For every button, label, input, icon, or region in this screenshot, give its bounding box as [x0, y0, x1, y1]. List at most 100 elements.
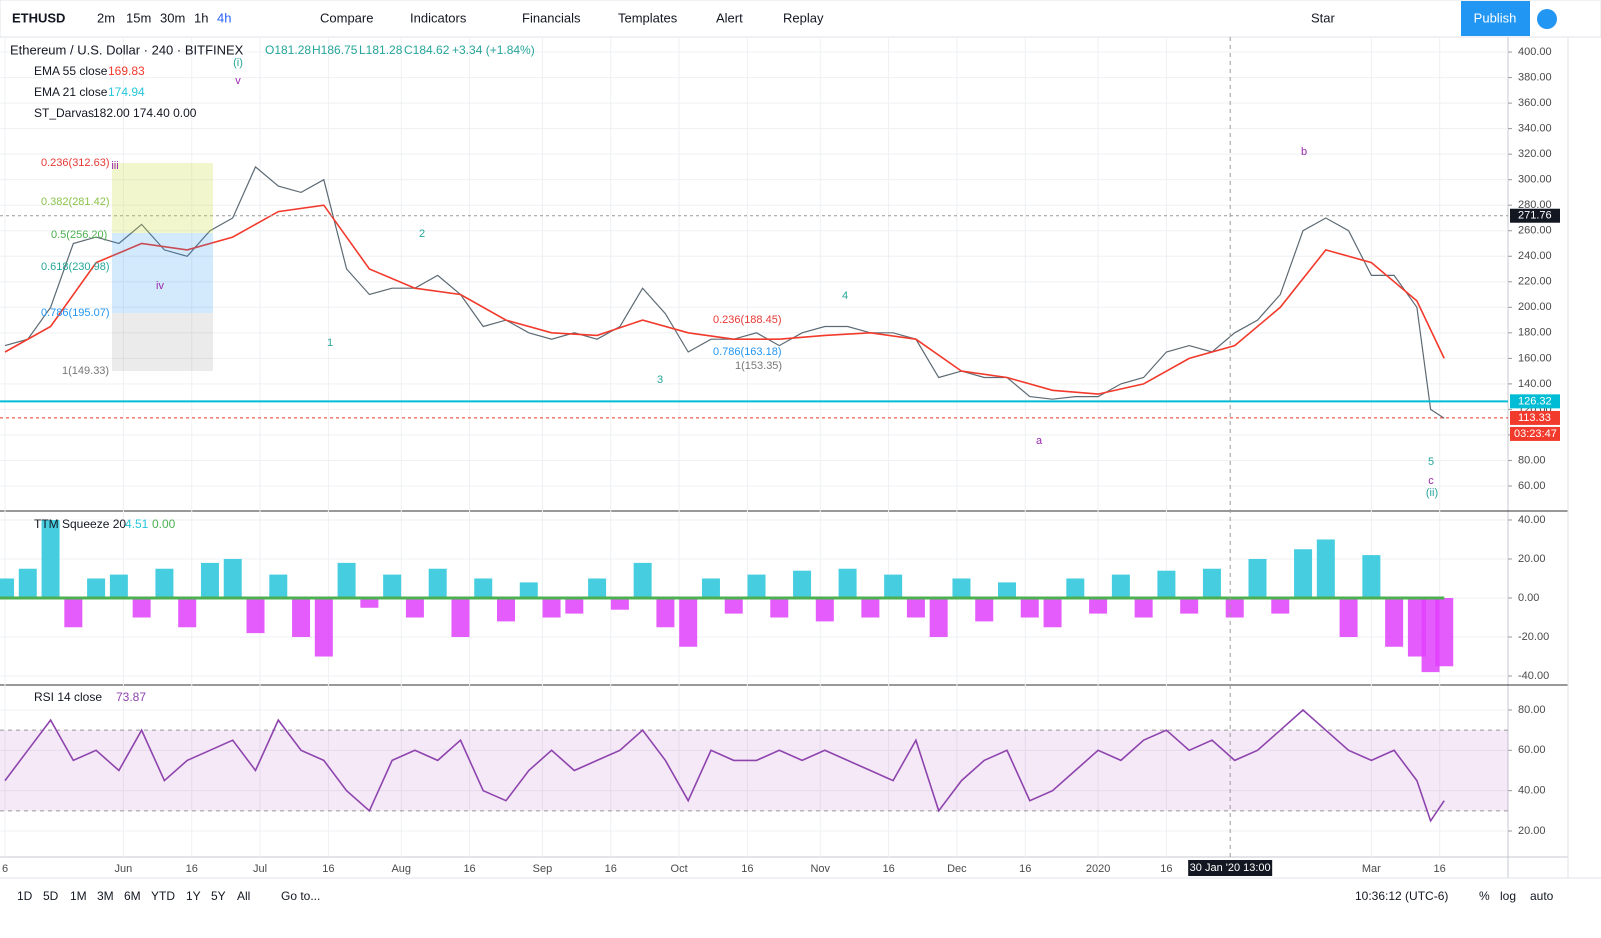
fib-zone — [112, 233, 213, 313]
histogram-bar — [64, 598, 83, 628]
interval[interactable]: 1h — [194, 10, 208, 25]
histogram-bar — [0, 578, 15, 598]
range[interactable]: 5D — [43, 889, 59, 903]
y-tick-label: 60.00 — [1518, 480, 1546, 492]
interval[interactable]: 4h — [217, 10, 231, 25]
y-tick-label: 160.00 — [1518, 352, 1552, 364]
templates-button[interactable]: Templates — [618, 10, 678, 25]
wave-label: 5 — [1428, 456, 1434, 468]
alert-button[interactable]: Alert — [716, 10, 743, 25]
histogram-bar — [861, 598, 880, 618]
option[interactable]: % — [1479, 889, 1490, 903]
y-tick-label: 0.00 — [1518, 592, 1539, 604]
compare-button[interactable]: Compare — [320, 10, 373, 25]
x-tick-label: 16 — [741, 863, 753, 875]
histogram-bar — [1180, 598, 1199, 614]
y-tick-label: 200.00 — [1518, 301, 1552, 313]
stream-button[interactable] — [1537, 9, 1557, 29]
y-tick-label: 300.00 — [1518, 174, 1552, 186]
histogram-bar — [1435, 598, 1454, 667]
indicators-button[interactable]: Indicators — [410, 10, 467, 25]
histogram-bar — [360, 598, 379, 608]
fib-label: 0.5(256.20) — [51, 229, 107, 241]
histogram-bar — [724, 598, 743, 614]
indicator-name: EMA 21 close — [34, 85, 108, 99]
publish-button[interactable] — [1461, 1, 1530, 36]
range[interactable]: YTD — [151, 889, 175, 903]
indicator-name: EMA 55 close — [34, 64, 108, 78]
price-tag-label: 113.33 — [1518, 412, 1551, 424]
financials-button[interactable]: Financials — [522, 10, 581, 25]
x-tick-label: 6 — [2, 863, 8, 875]
x-tick-label: Nov — [810, 863, 830, 875]
x-tick-label: Jul — [253, 863, 267, 875]
histogram-bar — [497, 598, 516, 622]
wave-label: c — [1428, 475, 1434, 487]
histogram-bar — [793, 570, 812, 598]
histogram-bar — [18, 568, 37, 598]
histogram-bar — [884, 574, 903, 598]
histogram-bar — [474, 578, 493, 598]
y-tick-label: 80.00 — [1518, 704, 1546, 716]
histogram-bar — [41, 519, 60, 598]
fib-label: 1(149.33) — [62, 365, 109, 377]
fib-zone — [112, 313, 213, 371]
histogram-bar — [109, 574, 128, 598]
histogram-bar — [269, 574, 288, 598]
range[interactable]: 6M — [124, 889, 141, 903]
histogram-bar — [747, 574, 766, 598]
x-tick-label: Sep — [533, 863, 553, 875]
price-tag-label: 126.32 — [1518, 395, 1552, 407]
range[interactable]: 1Y — [186, 889, 201, 903]
x-tick-label: Jun — [115, 863, 133, 875]
fib-label: 0.786(163.18) — [713, 346, 782, 358]
toolbar — [0, 0, 1601, 38]
y-tick-label: 40.00 — [1518, 514, 1546, 526]
option[interactable]: log — [1500, 889, 1516, 903]
histogram-bar — [610, 598, 629, 610]
x-tick-label: Aug — [391, 863, 411, 875]
histogram-bar — [588, 578, 607, 598]
histogram-bar — [337, 562, 356, 598]
interval[interactable]: 15m — [126, 10, 151, 25]
histogram-bar — [451, 598, 470, 638]
interval[interactable]: 2m — [97, 10, 115, 25]
histogram-bar — [1225, 598, 1244, 618]
wave-label: iii — [111, 160, 118, 172]
y-tick-label: 220.00 — [1518, 276, 1552, 288]
histogram-bar — [200, 562, 219, 598]
goto[interactable]: Go to... — [281, 889, 320, 903]
indicator-value: 174.94 — [108, 85, 145, 99]
x-tick-label: 2020 — [1086, 863, 1110, 875]
histogram-bar — [132, 598, 151, 618]
histogram-bar — [975, 598, 994, 622]
range[interactable]: 3M — [97, 889, 114, 903]
series-line — [4, 708, 1445, 823]
range[interactable]: 1M — [70, 889, 87, 903]
price-tag — [1510, 410, 1560, 425]
replay-button[interactable]: Replay — [783, 10, 824, 25]
histogram-bar — [1271, 598, 1290, 614]
clock: 10:36:12 (UTC-6) — [1355, 889, 1448, 903]
range[interactable]: 5Y — [211, 889, 226, 903]
indicator-value: 4.51 — [125, 517, 149, 531]
star-button[interactable]: Star — [1311, 10, 1336, 25]
publish-label[interactable]: Publish — [1474, 10, 1517, 25]
histogram-bar — [565, 598, 584, 614]
price-tag — [1510, 394, 1560, 409]
range[interactable]: 1D — [17, 889, 33, 903]
histogram-bar — [223, 558, 242, 598]
range[interactable]: All — [237, 889, 250, 903]
interval[interactable]: 30m — [160, 10, 185, 25]
wave-label: v — [235, 75, 241, 87]
x-tick-label: 16 — [1160, 863, 1172, 875]
y-tick-label: 240.00 — [1518, 250, 1552, 262]
option[interactable]: auto — [1530, 889, 1554, 903]
rsi-band — [0, 730, 1508, 811]
symbol[interactable]: ETHUSD — [12, 10, 65, 25]
y-tick-label: 140.00 — [1518, 378, 1552, 390]
fib-zone — [112, 163, 213, 233]
wave-label: b — [1301, 146, 1307, 158]
